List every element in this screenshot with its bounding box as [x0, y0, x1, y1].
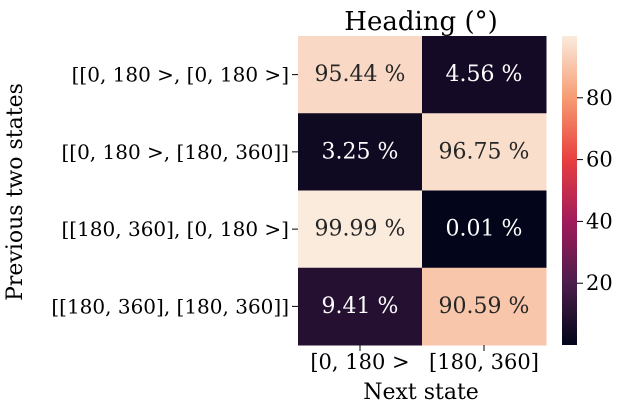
cell-value-label: 95.44 %	[315, 62, 406, 87]
colorbar-tick-label: 40	[586, 209, 613, 233]
colorbar-tick-label: 80	[586, 86, 613, 110]
cell-value-label: 90.59 %	[439, 294, 530, 319]
x-axis-label: Next state	[363, 380, 479, 405]
cell-value-label: 99.99 %	[315, 217, 406, 242]
cell-value-label: 4.56 %	[446, 62, 523, 87]
heatmap-cells: 95.44 % 4.56 % 3.25 % 96.75 % 99.99 % 0.01 % 9…	[298, 36, 547, 346]
y-axis-label: Previous two states	[3, 83, 28, 301]
heatmap-cell	[422, 36, 547, 114]
heatmap-cell	[422, 267, 547, 346]
heatmap-cell	[422, 113, 547, 191]
colorbar: 20 40 60 80	[562, 36, 613, 345]
cell-value-label: 96.75 %	[439, 139, 530, 164]
heatmap-cell	[422, 190, 547, 269]
x-tick-label: [180, 360]	[429, 350, 539, 374]
y-tick-label: [[0, 180 >, [0, 180 >]	[72, 63, 289, 87]
axis-ticks: [[0, 180 >, [0, 180 >] [[0, 180 >, [180, …	[51, 63, 539, 374]
y-tick-label: [[180, 360], [180, 360]]	[51, 294, 289, 318]
y-tick-label: [[0, 180 >, [180, 360]]	[61, 140, 289, 164]
colorbar-tick-label: 60	[586, 148, 613, 172]
chart-title: Heading (°)	[344, 7, 497, 37]
colorbar-gradient	[562, 36, 577, 345]
heatmap-cell	[298, 36, 423, 114]
y-tick-label: [[180, 360], [0, 180 >]	[61, 217, 289, 241]
heatmap-cell	[298, 267, 423, 346]
cell-value-label: 3.25 %	[322, 139, 399, 164]
heatmap-cell	[298, 190, 423, 269]
cell-value-label: 0.01 %	[446, 217, 523, 242]
colorbar-tick-label: 20	[586, 271, 613, 295]
x-tick-label: [0, 180 >	[310, 350, 409, 374]
cell-value-label: 9.41 %	[322, 294, 399, 319]
heatmap-cell	[298, 113, 423, 191]
